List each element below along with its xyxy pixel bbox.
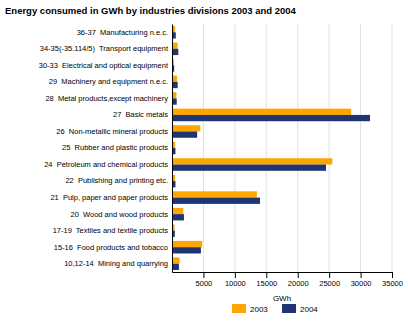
tick-label: 34-35(-35.114/5) Transport equipment xyxy=(40,44,169,53)
tick-mark xyxy=(235,272,236,278)
bar-series xyxy=(172,26,351,264)
axis-line xyxy=(172,25,173,273)
bar-series xyxy=(172,32,370,270)
tick: 35000 xyxy=(382,272,403,288)
tick: 15-16 Food products and tobacco xyxy=(54,243,168,252)
tick-label: 20000 xyxy=(288,279,309,288)
tick-label: 30-33 Electrical and optical equipment xyxy=(39,61,169,70)
chart: 5000 10000 15000 20000 25000 30000 35000 10,12-… xyxy=(0,0,408,322)
legend-item: 2003 xyxy=(232,304,268,314)
tick-label: 25 Rubber and plastic products xyxy=(62,143,168,152)
tick-label: 15000 xyxy=(256,279,277,288)
tick: 5000 xyxy=(196,272,213,288)
tick-label: 15-16 Food products and tobacco xyxy=(54,243,168,252)
bar xyxy=(172,214,184,220)
tick: 34-35(-35.114/5) Transport equipment xyxy=(40,44,169,53)
grid-line xyxy=(297,24,298,272)
tick-mark xyxy=(361,272,362,278)
bar xyxy=(172,208,183,214)
legend-swatch xyxy=(282,304,296,313)
bar xyxy=(172,109,351,115)
tick-label: 28 Metal products,except machinery xyxy=(45,94,168,103)
tick-label: 20 Wood and wood products xyxy=(71,210,169,219)
y-axis: 10,12-14 Mining and quarrying 15-16 Food … xyxy=(39,25,173,273)
tick: 17-19 Textiles and textile products xyxy=(53,226,169,235)
x-axis-title: GWh xyxy=(273,294,291,303)
tick: 28 Metal products,except machinery xyxy=(45,94,168,103)
tick-mark xyxy=(298,272,299,278)
legend-swatch xyxy=(232,304,246,313)
tick-label: 24 Petroleum and chemical products xyxy=(44,160,168,169)
legend-label: 2003 xyxy=(250,305,268,314)
tick-label: 5000 xyxy=(196,279,213,288)
legend-label: 2004 xyxy=(300,305,318,314)
legend-item: 2004 xyxy=(282,304,318,314)
tick-label: 36-37 Manufacturing n.e.c. xyxy=(77,28,168,37)
bar xyxy=(172,241,202,247)
tick: 24 Petroleum and chemical products xyxy=(44,160,168,169)
tick: 26 Non-metallic mineral products xyxy=(56,127,168,136)
title: Energy consumed in GWh by industries div… xyxy=(5,5,297,16)
bar xyxy=(172,191,257,197)
bar xyxy=(172,131,197,137)
tick-label: 29 Machinery and equipment n.e.c. xyxy=(49,77,168,86)
bar xyxy=(172,158,332,164)
tick-label: 17-19 Textiles and textile products xyxy=(53,226,169,235)
tick: 25 Rubber and plastic products xyxy=(62,143,168,152)
tick: 36-37 Manufacturing n.e.c. xyxy=(77,28,168,37)
grid-line xyxy=(360,24,361,272)
tick-label: 21 Pulp, paper and paper products xyxy=(50,193,168,202)
tick-label: 26 Non-metallic mineral products xyxy=(56,127,168,136)
bar xyxy=(172,125,200,131)
grid-line xyxy=(203,24,204,272)
grid xyxy=(203,24,392,272)
tick: 27 Basic metals xyxy=(113,110,168,119)
tick-label: 10000 xyxy=(225,279,246,288)
bar xyxy=(172,257,180,263)
tick-label: 10,12-14 Mining and quarrying xyxy=(64,259,168,268)
grid-line xyxy=(234,24,235,272)
tick-label: 30000 xyxy=(351,279,372,288)
bars xyxy=(172,26,370,270)
legend: 2003 2004 xyxy=(232,304,318,314)
tick: 10000 xyxy=(225,272,246,288)
tick: 30-33 Electrical and optical equipment xyxy=(39,61,169,70)
grid-line xyxy=(329,24,330,272)
plot: 5000 10000 15000 20000 25000 30000 35000 10,12-… xyxy=(39,24,403,288)
tick-label: 22 Publishing and printing etc. xyxy=(65,176,168,185)
bar xyxy=(172,115,370,121)
bar xyxy=(172,247,201,253)
tick: 20 Wood and wood products xyxy=(71,210,169,219)
axis-line xyxy=(173,272,393,273)
tick-mark xyxy=(329,272,330,278)
tick-mark xyxy=(266,272,267,278)
grid-line xyxy=(392,24,393,272)
tick-label: 35000 xyxy=(382,279,403,288)
tick-mark xyxy=(203,272,204,278)
x-axis: 5000 10000 15000 20000 25000 30000 35000 xyxy=(173,272,403,288)
grid-line xyxy=(266,24,267,272)
tick: 25000 xyxy=(319,272,340,288)
tick: 10,12-14 Mining and quarrying xyxy=(64,259,168,268)
tick-label: 27 Basic metals xyxy=(113,110,168,119)
tick: 30000 xyxy=(351,272,372,288)
tick-mark xyxy=(392,272,393,278)
bar xyxy=(172,198,260,204)
tick-label: 25000 xyxy=(319,279,340,288)
tick: 29 Machinery and equipment n.e.c. xyxy=(49,77,168,86)
bar xyxy=(172,264,179,270)
tick: 15000 xyxy=(256,272,277,288)
tick: 20000 xyxy=(288,272,309,288)
bar xyxy=(172,165,326,171)
tick: 21 Pulp, paper and paper products xyxy=(50,193,168,202)
tick: 22 Publishing and printing etc. xyxy=(65,176,168,185)
